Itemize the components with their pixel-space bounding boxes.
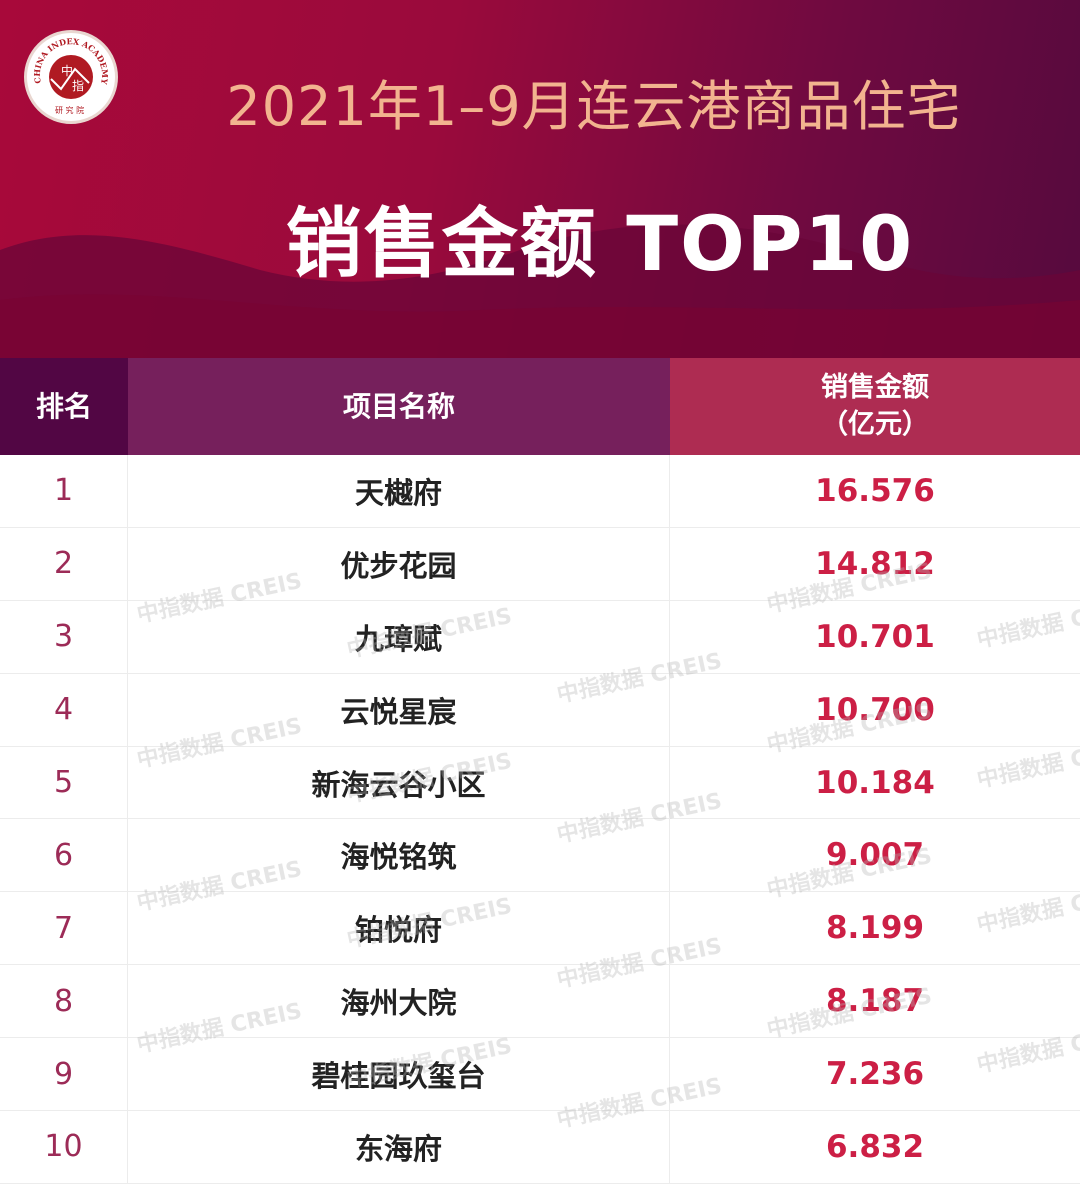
project-name-cell: 东海府	[128, 1111, 670, 1183]
rank-cell: 8	[0, 965, 128, 1038]
rank-cell: 10	[0, 1111, 128, 1183]
table-row: 4 云悦星宸 10.700	[0, 673, 1080, 747]
header-project-name: 项目名称	[128, 358, 670, 455]
wave-decoration	[0, 224, 1080, 358]
rank-cell: 5	[0, 746, 128, 819]
svg-text:指: 指	[72, 78, 84, 93]
project-name-cell: 九璋赋	[128, 600, 670, 673]
sales-amount-cell: 10.184	[815, 764, 935, 801]
sales-amount-cell: 10.701	[815, 618, 935, 655]
sales-amount-cell: 8.199	[825, 910, 925, 947]
project-name-cell: 海州大院	[128, 965, 670, 1038]
title-line-1: 2021年1–9月连云港商品住宅	[226, 75, 962, 138]
rank-cell: 7	[0, 892, 128, 965]
sales-amount-cell: 10.700	[815, 691, 935, 728]
project-name-cell: 云悦星宸	[128, 673, 670, 746]
table-row: 1 天樾府 16.576	[0, 455, 1080, 528]
table-row: 5 新海云谷小区 10.184	[0, 746, 1080, 820]
table-body: 1 天樾府 16.576 2 优步花园 14.812 3 九璋赋 10.701 4 云悦星宸 10.7…	[0, 455, 1080, 1184]
rank-cell: 3	[0, 600, 128, 673]
table-row: 2 优步花园 14.812	[0, 527, 1080, 601]
header-sales-amount-unit: （亿元）	[821, 408, 929, 440]
sales-amount-cell: 6.832	[825, 1128, 925, 1165]
header-rank: 排名	[0, 358, 128, 455]
sales-amount-cell: 9.007	[825, 837, 925, 874]
title-banner: CHINA INDEX ACADEMY 中 指 研 究 院 2021年1–9月连…	[0, 0, 1080, 358]
sales-amount-cell: 14.812	[815, 545, 935, 582]
project-name-cell: 新海云谷小区	[128, 746, 670, 819]
rank-cell: 6	[0, 819, 128, 892]
project-name-cell: 海悦铭筑	[128, 819, 670, 892]
project-name-cell: 铂悦府	[128, 892, 670, 965]
sales-amount-cell: 8.187	[825, 983, 925, 1020]
svg-text:中: 中	[61, 63, 73, 78]
header-sales-amount-label: 销售金额	[821, 372, 929, 404]
title-line-2: 销售金额 TOP10	[285, 199, 915, 288]
rank-cell: 9	[0, 1038, 128, 1111]
header-sales-amount: 销售金额 （亿元）	[670, 358, 1080, 455]
rank-cell: 4	[0, 673, 128, 746]
project-name-cell: 天樾府	[128, 455, 670, 527]
table-row: 3 九璋赋 10.701	[0, 600, 1080, 674]
project-name-cell: 碧桂园玖玺台	[128, 1038, 670, 1111]
table-header: 排名 项目名称 销售金额 （亿元）	[0, 358, 1080, 455]
table-row: 9 碧桂园玖玺台 7.236	[0, 1038, 1080, 1112]
table-row: 10 东海府 6.832	[0, 1111, 1080, 1184]
table-row: 8 海州大院 8.187	[0, 965, 1080, 1039]
sales-amount-cell: 7.236	[825, 1056, 925, 1093]
svg-text:研 究 院: 研 究 院	[55, 105, 84, 115]
rank-cell: 2	[0, 527, 128, 600]
project-name-cell: 优步花园	[128, 527, 670, 600]
china-index-academy-logo: CHINA INDEX ACADEMY 中 指 研 究 院	[24, 30, 118, 124]
rank-cell: 1	[0, 455, 128, 527]
table-row: 7 铂悦府 8.199	[0, 892, 1080, 966]
sales-amount-cell: 16.576	[815, 472, 935, 509]
table-row: 6 海悦铭筑 9.007	[0, 819, 1080, 893]
